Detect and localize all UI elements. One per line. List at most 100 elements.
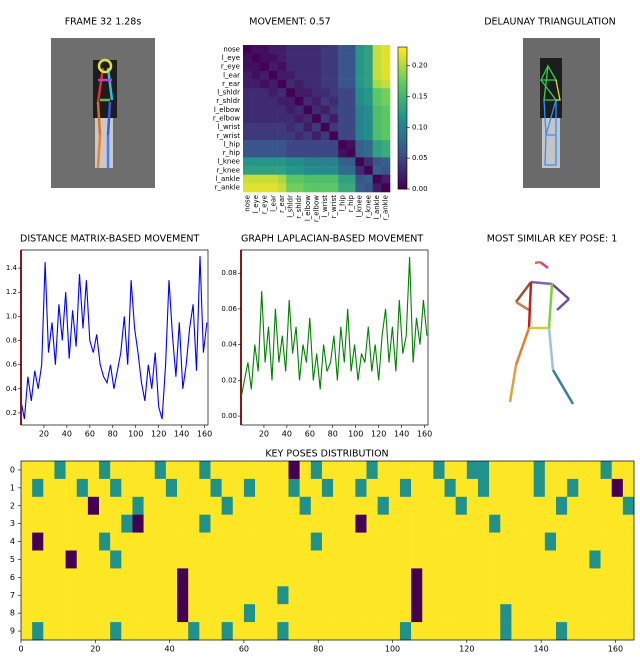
column-label: l_ear	[269, 195, 277, 212]
heatmap-cell	[433, 514, 445, 533]
heatmap-cell	[165, 568, 178, 587]
heatmap-cell	[288, 514, 300, 533]
heatmap-cell	[188, 461, 200, 480]
heatmap-cell	[65, 461, 78, 480]
x-tick-label: 140	[174, 430, 189, 439]
colorbar-step	[398, 91, 407, 95]
heatmap-cell	[567, 461, 579, 480]
heatmap-cell	[43, 514, 55, 533]
delaunay-image	[523, 38, 600, 188]
heatmap-cell	[121, 586, 133, 605]
heatmap-cell	[381, 79, 391, 89]
heatmap-cell	[303, 183, 313, 193]
heatmap-cell	[589, 568, 601, 587]
heatmap-cell	[188, 478, 200, 498]
heatmap-cell	[321, 461, 334, 480]
heatmap-cell	[511, 604, 523, 623]
heatmap-cell	[121, 532, 133, 551]
heatmap-cell	[589, 478, 601, 498]
heatmap-cell	[500, 586, 512, 605]
heatmap-cell	[288, 622, 300, 641]
heatmap-cell	[266, 532, 278, 551]
heatmap-cell	[303, 79, 313, 89]
heatmap-cell	[622, 622, 635, 641]
colorbar-step	[398, 155, 407, 159]
heatmap-cell	[312, 140, 322, 150]
heatmap-cell	[154, 461, 167, 480]
heatmap-cell	[312, 45, 322, 54]
heatmap-cell	[188, 514, 200, 533]
heatmap-cell	[567, 622, 579, 641]
heatmap-cell	[87, 550, 100, 569]
heatmap-cell	[422, 622, 434, 641]
y-tick-label: 0.02	[221, 376, 237, 384]
heatmap-cell	[567, 550, 579, 569]
heatmap-cell	[65, 604, 78, 623]
heatmap-cell	[364, 105, 374, 115]
heatmap-cell	[32, 568, 44, 587]
heatmap-cell	[511, 532, 523, 551]
heatmap-cell	[294, 88, 304, 98]
heatmap-cell	[388, 604, 401, 623]
heatmap-cell	[177, 496, 189, 515]
heatmap-cell	[255, 514, 267, 533]
heatmap-cell	[310, 586, 323, 605]
heatmap-cell	[299, 514, 312, 533]
heatmap-cell	[355, 122, 365, 132]
heatmap-cell	[251, 114, 261, 124]
heatmap-cell	[260, 140, 270, 150]
heatmap-cell	[260, 183, 270, 193]
heatmap-cell	[54, 622, 66, 641]
heatmap-cell	[555, 461, 568, 480]
x-tick-label: 60	[85, 430, 95, 439]
heatmap-cell	[329, 96, 339, 106]
heatmap-cell	[21, 496, 33, 515]
heatmap-cell	[622, 532, 635, 551]
heatmap-cell	[255, 461, 267, 480]
heatmap-cell	[177, 478, 189, 498]
heatmap-cell	[310, 478, 323, 498]
heatmap-cell	[121, 568, 133, 587]
heatmap-cell	[221, 622, 234, 641]
heatmap-cell	[366, 496, 378, 515]
heatmap-cell	[288, 586, 300, 605]
heatmap-cell	[381, 53, 391, 63]
heatmap-cell	[600, 568, 613, 587]
y-tick-label: 0.04	[221, 341, 237, 349]
colorbar-step	[398, 132, 407, 135]
heatmap-cell	[268, 148, 278, 158]
heatmap-cell	[444, 496, 456, 515]
heatmap-cell	[500, 478, 512, 498]
heatmap-cell	[611, 622, 624, 641]
heatmap-cell	[132, 514, 144, 533]
heatmap-cell	[43, 622, 55, 641]
heatmap-cell	[87, 514, 100, 533]
y-tick-label: 1.4	[6, 264, 18, 272]
heatmap-cell	[555, 496, 568, 515]
heatmap-cell	[132, 550, 144, 569]
heatmap-cell	[489, 622, 501, 641]
heatmap-cell	[154, 514, 167, 533]
heatmap-cell	[260, 62, 270, 72]
heatmap-cell	[555, 604, 568, 623]
heatmap-cell	[388, 514, 401, 533]
heatmap-cell	[268, 157, 278, 167]
heatmap-cell	[444, 604, 456, 623]
heatmap-cell	[303, 62, 313, 72]
heatmap-cell	[165, 532, 178, 551]
heatmap-cell	[500, 461, 512, 480]
heatmap-cell	[266, 604, 278, 623]
heatmap-cell	[21, 604, 33, 623]
colorbar-step	[398, 70, 407, 74]
heatmap-cell	[338, 62, 348, 72]
heatmap-cell	[344, 496, 356, 515]
heatmap-cell	[622, 478, 635, 498]
heatmap-cell	[277, 105, 287, 115]
heatmap-cell	[411, 622, 423, 641]
heatmap-cell	[76, 514, 89, 533]
heatmap-cell	[294, 62, 304, 72]
heatmap-cell	[303, 148, 313, 158]
heatmap-cell	[221, 478, 234, 498]
heatmap-cell	[381, 131, 391, 141]
heatmap-cell	[544, 478, 557, 498]
